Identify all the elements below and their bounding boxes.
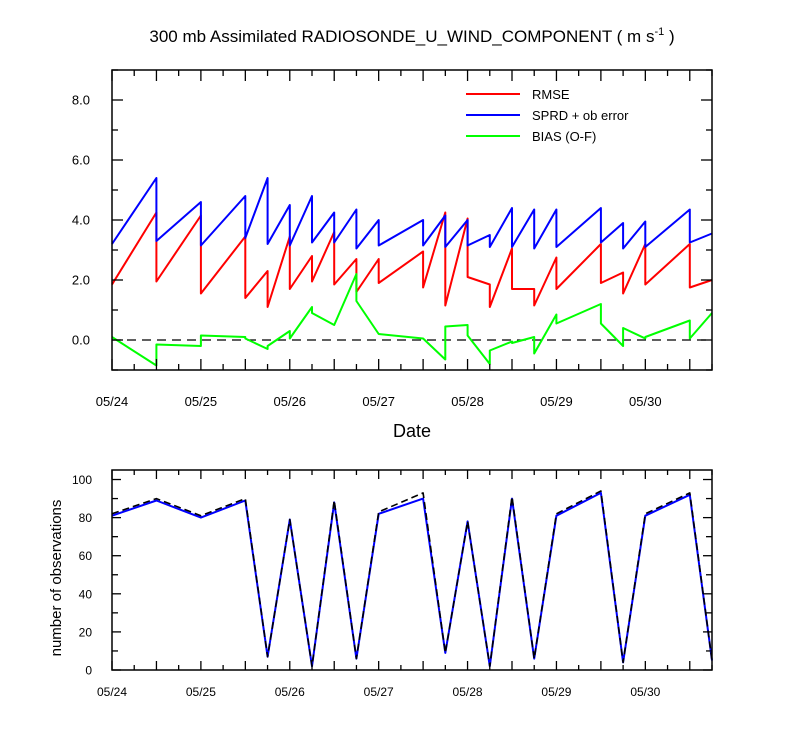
series-line-observations-total	[111, 490, 713, 668]
top-x-tick-label: 05/25	[185, 394, 218, 409]
legend-label-bias-o-f: BIAS (O-F)	[532, 129, 596, 144]
series-line-rmse	[111, 211, 713, 308]
series-line-bias-o-f	[111, 273, 713, 367]
bottom-y-tick-label: 60	[79, 549, 93, 563]
bottom-axis-ticks: 05/24 05/25 05/26 05/27 05/28 05/29 05/30 0 20 40…	[72, 470, 713, 699]
series-line-sprd-ob-error	[111, 177, 713, 250]
bottom-x-tick-label: 05/27	[364, 685, 394, 699]
top-y-tick-label: 0.0	[72, 333, 90, 348]
top-x-tick-label: 05/24	[96, 394, 129, 409]
top-y-tick-label: 4.0	[72, 213, 90, 228]
top-x-tick-label: 05/26	[274, 394, 307, 409]
bottom-x-tick-label: 05/25	[186, 685, 216, 699]
bottom-series-lines	[111, 490, 713, 668]
title-superscript: -1	[654, 26, 664, 38]
bottom-x-tick-label: 05/30	[630, 685, 660, 699]
chart-title: 300 mb Assimilated RADIOSONDE_U_WIND_COM…	[149, 26, 674, 46]
bottom-x-tick-label: 05/29	[541, 685, 571, 699]
bottom-x-tick-label: 05/24	[97, 685, 127, 699]
title-main: 300 mb Assimilated RADIOSONDE_U_WIND_COM…	[149, 27, 654, 46]
top-x-tick-label: 05/29	[540, 394, 573, 409]
top-y-tick-label: 6.0	[72, 153, 90, 168]
top-x-tick-label: 05/30	[629, 394, 662, 409]
bottom-y-tick-label: 100	[72, 473, 92, 487]
legend-label-rmse: RMSE	[532, 87, 570, 102]
legend: RMSE SPRD + ob error BIAS (O-F)	[466, 87, 629, 144]
top-y-tick-label: 8.0	[72, 93, 90, 108]
bottom-y-axis-label: number of observations	[48, 500, 65, 657]
bottom-x-tick-label: 05/26	[275, 685, 305, 699]
top-series-lines	[111, 177, 713, 367]
bottom-plot-frame	[111, 469, 713, 671]
bottom-y-tick-label: 80	[79, 511, 93, 525]
title-end: )	[664, 27, 674, 46]
main-panel: 05/24 05/25 05/26 05/27 05/28 05/29 05/30 0.0 2.…	[72, 69, 713, 441]
top-x-tick-label: 05/27	[362, 394, 395, 409]
top-axis-ticks: 05/24 05/25 05/26 05/27 05/28 05/29 05/30 0.0 2.…	[72, 69, 713, 409]
top-x-axis-label: Date	[393, 421, 431, 441]
bottom-y-tick-label: 0	[85, 664, 92, 678]
legend-label-sprd-ob-error: SPRD + ob error	[532, 108, 629, 123]
series-line-observations-assimilated	[111, 491, 713, 668]
observations-panel: 05/24 05/25 05/26 05/27 05/28 05/29 05/30 0 20 40…	[48, 469, 713, 699]
bottom-y-tick-label: 20	[79, 625, 93, 639]
bottom-y-tick-label: 40	[79, 587, 93, 601]
top-x-tick-label: 05/28	[451, 394, 484, 409]
bottom-x-tick-label: 05/28	[453, 685, 483, 699]
top-y-tick-label: 2.0	[72, 273, 90, 288]
